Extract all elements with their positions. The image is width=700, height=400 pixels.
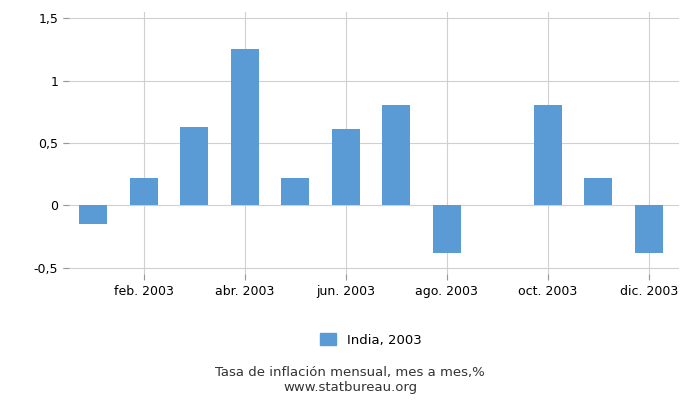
Bar	[79, 205, 107, 224]
Bar	[584, 178, 612, 205]
Bar	[281, 178, 309, 205]
Bar	[635, 205, 663, 252]
Legend: India, 2003: India, 2003	[314, 327, 428, 354]
Bar	[382, 106, 410, 205]
Bar	[534, 106, 561, 205]
Bar	[332, 129, 360, 205]
Text: Tasa de inflación mensual, mes a mes,%
www.statbureau.org: Tasa de inflación mensual, mes a mes,% w…	[215, 366, 485, 394]
Bar	[231, 49, 259, 205]
Bar	[181, 127, 208, 205]
Bar	[130, 178, 158, 205]
Bar	[433, 205, 461, 252]
